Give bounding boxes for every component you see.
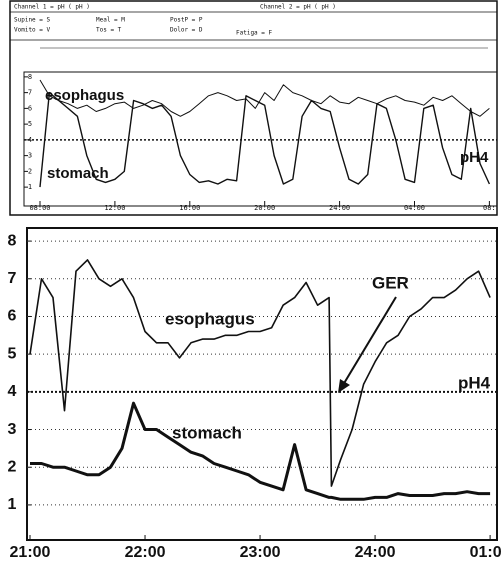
annotation: esophagus	[45, 87, 124, 104]
x-tick-label: 24:00	[355, 544, 396, 561]
header-text: Vomito = V	[14, 27, 51, 34]
plot-frame	[26, 227, 498, 541]
y-tick-label: 7	[8, 270, 17, 287]
x-tick-label: 12:00	[104, 204, 125, 212]
y-tick-label: 6	[28, 104, 32, 112]
annotation: esophagus	[165, 309, 255, 328]
x-tick-label: 01:00	[470, 544, 501, 561]
x-tick-label: 22:00	[125, 544, 166, 561]
header-text: Channel 2 = pH ( pH )	[260, 4, 336, 11]
y-tick-label: 3	[8, 421, 17, 438]
y-tick-label: 7	[28, 89, 32, 97]
x-tick-label: 16:00	[179, 204, 200, 212]
x-tick-label: 20:00	[254, 204, 275, 212]
annotation: GER	[372, 273, 409, 292]
reference-label: pH4	[458, 373, 491, 392]
header-text: Supine = S	[14, 17, 51, 24]
header-text: Dolor = D	[170, 27, 203, 34]
y-tick-label: 2	[8, 458, 17, 475]
x-tick-label: 23:00	[240, 544, 281, 561]
series-line	[30, 401, 491, 501]
series-line	[29, 259, 491, 487]
annotation: stomach	[47, 165, 109, 182]
series-line	[39, 79, 490, 117]
y-tick-label: 6	[8, 308, 17, 325]
arrow	[342, 296, 397, 386]
arrow-head	[338, 379, 350, 393]
header-text: PostP = P	[170, 17, 203, 24]
y-tick-label: 4	[8, 383, 17, 400]
plot-frame	[23, 71, 498, 207]
x-tick-label: 08:00	[29, 204, 50, 212]
y-tick-label: 3	[28, 152, 32, 160]
annotation: stomach	[172, 423, 242, 442]
header-text: Tos = T	[96, 27, 122, 34]
x-tick-label: 21:00	[10, 544, 51, 561]
header-text: Meal = M	[96, 17, 125, 24]
series-line	[39, 91, 491, 188]
y-tick-label: 8	[8, 232, 17, 249]
header-text: Fatiga = F	[236, 30, 273, 37]
header-text: Channel 1 = pH ( pH )	[14, 4, 90, 11]
x-tick-label: 04:00	[404, 204, 425, 212]
y-tick-label: 5	[8, 345, 17, 362]
y-tick-label: 5	[28, 120, 32, 128]
y-tick-label: 8	[28, 73, 32, 81]
y-tick-label: 1	[28, 183, 32, 191]
reference-label: pH4	[460, 149, 489, 166]
x-tick-label: 24:00	[329, 204, 350, 212]
x-tick-label: 08:	[483, 204, 496, 212]
y-tick-label: 1	[8, 496, 17, 513]
y-tick-label: 2	[28, 167, 32, 175]
